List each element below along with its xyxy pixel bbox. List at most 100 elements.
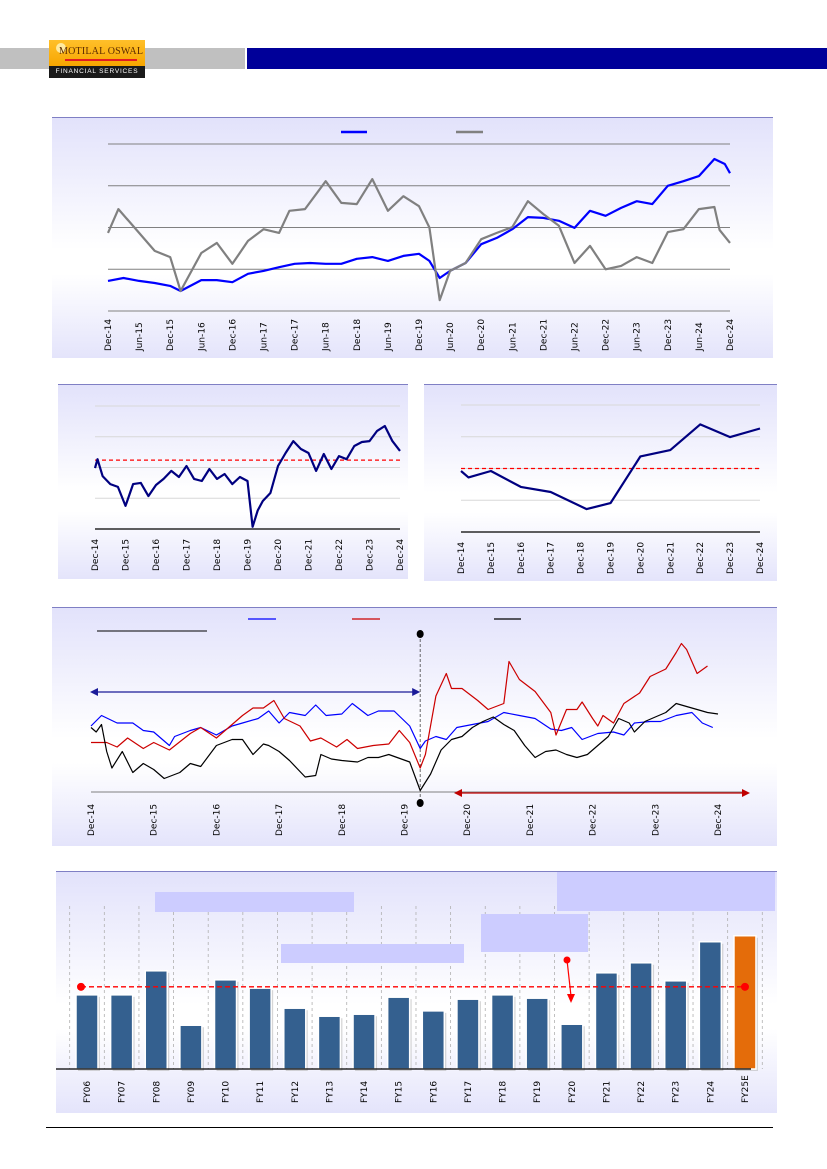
bar (456, 998, 480, 1070)
x-tick-label: Jun-20 (446, 322, 456, 352)
bar (386, 996, 411, 1070)
chart-panel-2: Dec-14 Dec-15 Dec-16 Dec-17 Dec-18 Dec-19 Dec-… (58, 384, 408, 579)
bar (75, 994, 99, 1070)
bar (144, 970, 169, 1070)
x-tick-label: FY07 (118, 1081, 128, 1103)
x-tick-label: FY11 (256, 1081, 266, 1103)
x-tick-label: FY12 (291, 1081, 301, 1103)
bar-estimate (733, 934, 757, 1070)
x-tick-label: Dec-24 (714, 804, 724, 836)
line-chart-3: Dec-14 Dec-15 Dec-16 Dec-17 Dec-18 Dec-19 Dec-… (457, 404, 766, 574)
x-tick-label: Dec-15 (166, 319, 176, 351)
x-tick-label: FY20 (568, 1081, 578, 1103)
series-line-0 (107, 157, 731, 293)
x-tick-label: FY06 (83, 1081, 93, 1103)
x-tick-label: Jun-23 (633, 322, 643, 352)
chart-panel-1: Dec-14 Jun-15 Dec-15 Jun-16 Dec-16 Jun-17 Dec-… (52, 117, 773, 358)
bar (663, 980, 688, 1070)
x-tick-label: Dec-14 (91, 539, 101, 571)
bar (213, 979, 238, 1070)
header-navy-bar (247, 48, 827, 69)
logo-name: MOTILAL OSWAL (59, 46, 144, 57)
x-tick-label: Jun-18 (322, 322, 332, 352)
chart-panel-4: Dec-14 Dec-15 Dec-16 Dec-17 Dec-18 Dec-19 Dec-… (52, 607, 777, 846)
x-tick-label: Dec-16 (212, 804, 222, 836)
annotation-box (481, 914, 588, 952)
x-tick-label: Dec-21 (526, 804, 536, 836)
bar-chart: FY06 FY07 FY08 FY09 FY10 FY11 FY12 FY13 FY14 FY15… (56, 906, 763, 1103)
chart-panel-5: FY06 FY07 FY08 FY09 FY10 FY11 FY12 FY13 FY14 FY15… (56, 871, 777, 1113)
x-tick-label: Dec-17 (291, 319, 301, 351)
bar (560, 1023, 584, 1070)
line-chart-2: Dec-14 Dec-15 Dec-16 Dec-17 Dec-18 Dec-19 Dec-… (91, 405, 406, 571)
x-tick-label: Dec-24 (396, 539, 406, 571)
arrow-head-left-icon (454, 789, 462, 797)
arrow-head-right-icon (742, 789, 750, 797)
series-line-0 (90, 702, 714, 750)
x-tick-label: Dec-19 (401, 804, 411, 836)
annotation-arrow (566, 959, 572, 997)
x-tick-label: Dec-14 (87, 804, 97, 836)
x-tick-label: Dec-24 (756, 542, 766, 574)
x-tick-label: Dec-21 (539, 319, 549, 351)
x-tick-label: FY16 (429, 1081, 439, 1103)
x-tick-label: FY24 (706, 1081, 716, 1103)
series-line-2 (90, 702, 719, 792)
x-tick-label: Dec-17 (275, 804, 285, 836)
logo-tagline: FINANCIAL SERVICES (49, 66, 145, 78)
x-tick-label: Dec-17 (547, 542, 557, 574)
x-tick-label: Dec-19 (607, 542, 617, 574)
x-tick-label: Dec-20 (463, 804, 473, 836)
average-marker-dot (77, 982, 85, 991)
x-tick-label: Jun-16 (197, 322, 207, 352)
x-tick-label: Dec-16 (517, 542, 527, 574)
event-marker-dot (416, 799, 424, 807)
x-tick-label: Dec-20 (477, 319, 487, 351)
x-tick-label: Dec-18 (577, 542, 587, 574)
series-line-0 (93, 424, 401, 528)
arrow-head-left-icon (90, 688, 98, 696)
x-tick-label: Jun-15 (135, 322, 145, 352)
bar (525, 997, 549, 1070)
x-tick-label: FY23 (672, 1081, 682, 1103)
x-tick-label: FY08 (152, 1081, 162, 1103)
x-tick-label: Dec-22 (696, 542, 706, 574)
x-tick-label: Dec-20 (636, 542, 646, 574)
x-tick-label: FY18 (499, 1081, 509, 1103)
footer-divider (46, 1127, 773, 1128)
annotation-box (155, 892, 354, 912)
x-tick-label: Dec-21 (666, 542, 676, 574)
x-tick-label: Jun-17 (260, 322, 270, 352)
x-tick-label: FY25E (741, 1075, 751, 1103)
x-tick-label: Dec-23 (664, 319, 674, 351)
series-line-1 (106, 177, 731, 302)
line-chart-4: Dec-14 Dec-15 Dec-16 Dec-17 Dec-18 Dec-19 Dec-… (87, 618, 750, 836)
bar (594, 972, 619, 1070)
bar (317, 1015, 342, 1070)
bar (421, 1010, 446, 1070)
x-tick-label: Dec-24 (726, 319, 736, 351)
x-tick-label: Dec-23 (726, 542, 736, 574)
bar (629, 962, 653, 1070)
line-chart-1: Dec-14 Jun-15 Dec-15 Jun-16 Dec-16 Jun-17 Dec-… (104, 130, 736, 352)
x-tick-label: Dec-15 (150, 804, 160, 836)
x-tick-label: FY14 (360, 1081, 370, 1103)
x-tick-label: Jun-24 (695, 322, 705, 352)
x-tick-label: FY09 (187, 1081, 197, 1103)
annotation-box (281, 944, 464, 963)
x-tick-label: FY10 (222, 1081, 232, 1103)
bar (248, 987, 272, 1070)
x-tick-label: FY22 (637, 1081, 647, 1103)
x-tick-label: Dec-16 (228, 319, 238, 351)
x-tick-label: FY17 (464, 1081, 474, 1103)
x-tick-label: Dec-17 (183, 539, 193, 571)
x-tick-label: Dec-18 (213, 539, 223, 571)
x-tick-label: Dec-18 (353, 319, 363, 351)
x-tick-label: Dec-15 (122, 539, 132, 571)
arrow-head-right-icon (412, 688, 421, 696)
x-tick-label: Dec-20 (274, 539, 284, 571)
x-tick-label: FY21 (602, 1081, 612, 1103)
x-tick-label: FY19 (533, 1081, 543, 1103)
series-line-1 (91, 642, 708, 769)
x-tick-label: Dec-16 (152, 539, 162, 571)
